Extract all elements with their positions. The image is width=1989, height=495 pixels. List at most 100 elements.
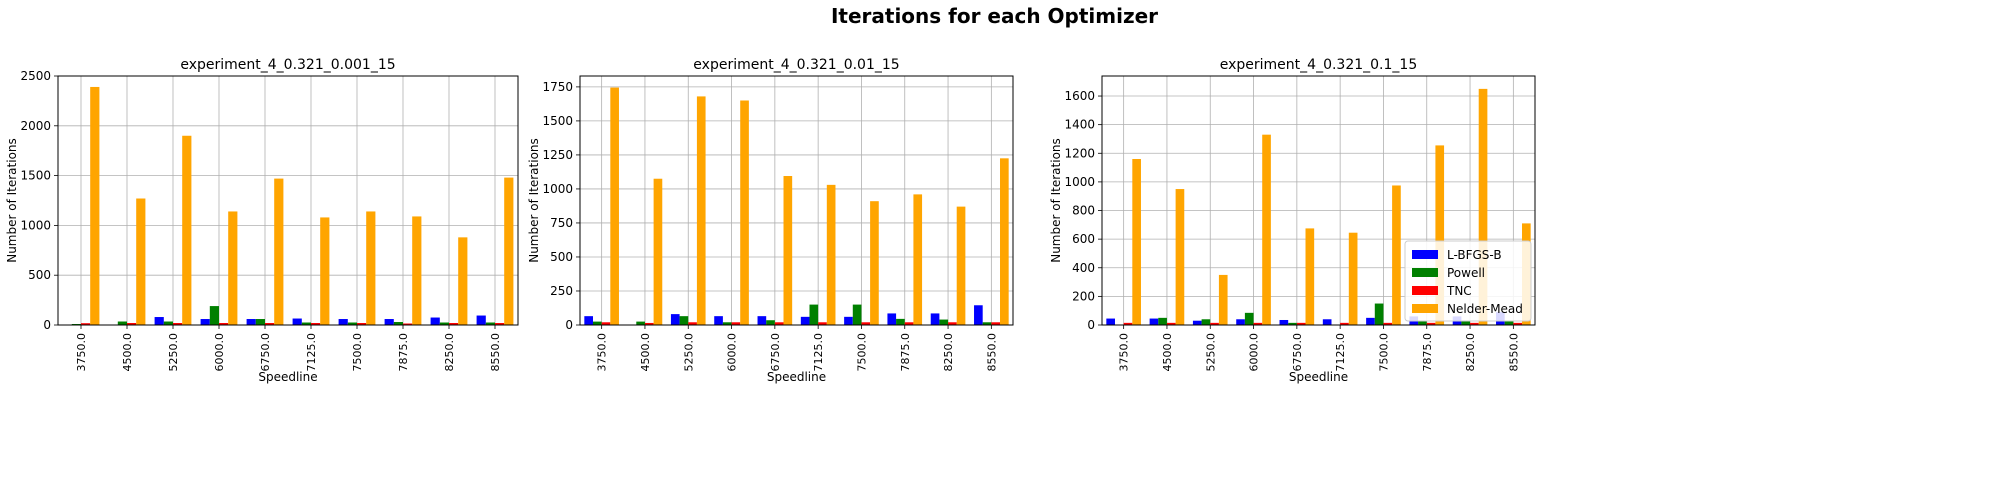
y-tick-label: 600	[1072, 232, 1095, 246]
bar-nelder-mead	[1132, 159, 1141, 325]
bar-powell	[347, 322, 357, 325]
y-tick-label: 1750	[542, 80, 573, 94]
bar-powell	[1461, 320, 1471, 325]
bar-powell	[1418, 321, 1427, 325]
x-tick-label: 7875.0	[899, 333, 912, 372]
bar-nelder-mead	[740, 100, 749, 325]
axes-frame	[57, 75, 519, 326]
bar-l-bfgs-b	[1106, 318, 1115, 325]
bar-nelder-mead	[783, 176, 793, 325]
bar-nelder-mead	[1175, 189, 1185, 325]
bar-tnc	[1383, 322, 1393, 325]
bar-powell	[485, 322, 495, 325]
bar-powell	[1374, 303, 1384, 325]
x-tick-label: 3750.0	[596, 333, 609, 372]
x-tick-label: 7125.0	[812, 333, 825, 372]
bar-tnc	[818, 322, 827, 325]
bar-nelder-mead	[870, 201, 879, 325]
bar-nelder-mead	[956, 206, 966, 325]
bar-l-bfgs-b	[430, 317, 440, 325]
x-tick-label: 6000.0	[1248, 333, 1261, 372]
x-tick-label: 8550.0	[985, 333, 998, 372]
y-tick-label: 2500	[20, 69, 51, 83]
bar-tnc	[1470, 322, 1479, 325]
bar-l-bfgs-b	[1149, 318, 1159, 325]
x-axis-label: Speedline	[258, 370, 317, 384]
bar-nelder-mead	[1435, 145, 1445, 325]
bar-tnc	[1123, 322, 1133, 325]
y-tick-label: 1600	[1064, 89, 1095, 103]
axes-frame	[1101, 75, 1536, 326]
bar-powell	[1504, 320, 1514, 325]
chart-panel-1: 0 500 1000 1500 2000 2500 3750.0 4500.0 5250.0 60…	[5, 57, 519, 384]
bar-l-bfgs-b	[714, 316, 723, 325]
bar-powell	[301, 322, 311, 325]
bar-powell	[1244, 312, 1254, 325]
bar-l-bfgs-b	[154, 317, 164, 325]
x-tick-label: 6750.0	[259, 333, 272, 372]
bar-tnc	[265, 323, 275, 325]
x-tick-label: 7500.0	[1377, 333, 1390, 372]
x-tick-label: 6000.0	[213, 333, 226, 372]
y-tick-label: 250	[550, 284, 573, 298]
bar-nelder-mead	[1305, 228, 1315, 325]
x-tick-label: 3750.0	[75, 333, 88, 372]
bar-tnc	[449, 323, 459, 325]
bar-tnc	[904, 322, 914, 325]
y-tick-label: 500	[550, 250, 573, 264]
y-axis-label: Number of Iterations	[5, 138, 19, 263]
bar-powell	[982, 322, 992, 325]
bar-nelder-mead	[320, 217, 330, 325]
bar-powell	[1288, 322, 1297, 325]
bar-powell	[679, 316, 689, 325]
x-tick-label: 7125.0	[305, 333, 318, 372]
bar-l-bfgs-b	[1279, 319, 1289, 325]
bar-tnc	[1426, 322, 1436, 325]
bar-tnc	[173, 323, 183, 325]
bar-tnc	[1253, 322, 1263, 325]
bar-tnc	[403, 323, 413, 325]
bar-nelder-mead	[182, 135, 192, 325]
bar-powell	[117, 321, 127, 325]
x-axis-label: Speedline	[767, 370, 826, 384]
x-tick-label: 7875.0	[397, 333, 410, 372]
x-tick-label: 7125.0	[1334, 333, 1347, 372]
bar-l-bfgs-b	[1322, 319, 1332, 325]
bar-l-bfgs-b	[338, 319, 348, 325]
legend-swatch-tnc	[1412, 286, 1438, 295]
legend-swatch-nelder-mead	[1412, 304, 1438, 313]
bar-powell	[393, 322, 403, 325]
bar-nelder-mead	[1478, 88, 1488, 326]
bar-powell	[809, 304, 819, 325]
bar-powell	[592, 321, 602, 325]
y-tick-label: 400	[1072, 261, 1095, 275]
y-tick-label: 2000	[20, 119, 51, 133]
bar-powell	[766, 320, 775, 325]
legend-label: Nelder-Mead	[1447, 302, 1523, 316]
x-tick-label: 6750.0	[769, 333, 782, 372]
bar-tnc	[991, 322, 1001, 325]
y-tick-label: 0	[43, 318, 51, 332]
bar-powell	[896, 318, 905, 325]
bar-powell	[209, 306, 219, 325]
y-tick-label: 1000	[1064, 175, 1095, 189]
x-axis-label: Speedline	[1289, 370, 1348, 384]
legend-box	[1404, 240, 1532, 322]
bar-tnc	[601, 322, 611, 325]
bar-tnc	[774, 322, 784, 325]
bar-tnc	[861, 322, 871, 325]
bar-tnc	[731, 322, 741, 325]
y-tick-label: 1500	[20, 169, 51, 183]
x-tick-label: 7500.0	[855, 333, 868, 372]
x-tick-label: 5250.0	[682, 333, 695, 372]
bar-powell	[163, 321, 173, 325]
bar-nelder-mead	[412, 216, 422, 325]
x-tick-label: 8250.0	[443, 333, 456, 372]
y-tick-label: 750	[550, 216, 573, 230]
y-tick-label: 500	[28, 268, 51, 282]
bar-l-bfgs-b	[757, 316, 767, 325]
x-tick-label: 5250.0	[167, 333, 180, 372]
y-tick-label: 0	[565, 318, 573, 332]
bar-l-bfgs-b	[476, 315, 486, 325]
